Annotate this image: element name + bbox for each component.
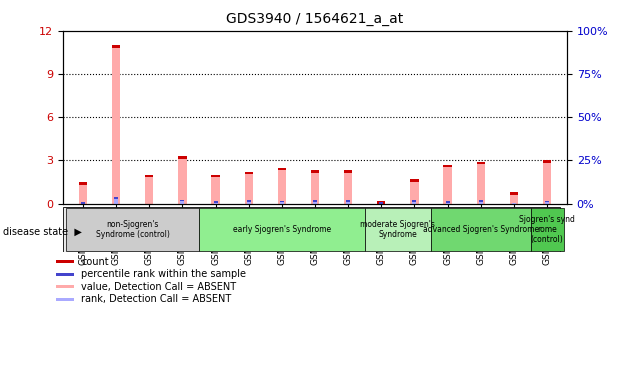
- Bar: [543, 161, 551, 163]
- Text: count: count: [81, 257, 109, 266]
- Bar: [413, 200, 416, 204]
- Bar: [431, 208, 530, 251]
- Bar: [377, 201, 386, 204]
- Bar: [510, 192, 518, 204]
- Text: rank, Detection Call = ABSENT: rank, Detection Call = ABSENT: [81, 294, 232, 304]
- Bar: [145, 175, 153, 204]
- Bar: [479, 200, 483, 204]
- Bar: [81, 202, 85, 204]
- Bar: [112, 45, 120, 48]
- Text: non-Sjogren's
Syndrome (control): non-Sjogren's Syndrome (control): [96, 220, 169, 239]
- Bar: [55, 285, 74, 288]
- Bar: [66, 208, 199, 251]
- Bar: [510, 192, 518, 195]
- Bar: [55, 273, 74, 276]
- Bar: [344, 170, 352, 173]
- Text: moderate Sjogren's
Syndrome: moderate Sjogren's Syndrome: [360, 220, 435, 239]
- Bar: [244, 172, 253, 174]
- Bar: [445, 201, 450, 203]
- Bar: [178, 156, 186, 204]
- Bar: [313, 200, 317, 202]
- Bar: [81, 202, 85, 204]
- Bar: [180, 200, 185, 202]
- Bar: [280, 201, 284, 202]
- Bar: [212, 175, 220, 177]
- Bar: [413, 200, 416, 202]
- Bar: [530, 208, 564, 251]
- Bar: [379, 202, 383, 204]
- Bar: [79, 182, 87, 185]
- Bar: [212, 175, 220, 204]
- Text: Sjogren's synd
rome
(control): Sjogren's synd rome (control): [519, 215, 575, 244]
- Bar: [278, 167, 286, 170]
- Bar: [313, 200, 317, 204]
- Bar: [214, 201, 217, 204]
- Bar: [214, 201, 217, 203]
- Bar: [479, 200, 483, 202]
- Bar: [79, 182, 87, 204]
- Bar: [55, 260, 74, 263]
- Bar: [311, 170, 319, 173]
- Bar: [55, 298, 74, 301]
- Text: value, Detection Call = ABSENT: value, Detection Call = ABSENT: [81, 281, 236, 291]
- Text: advanced Sjogren's Syndrome: advanced Sjogren's Syndrome: [423, 225, 539, 234]
- Bar: [346, 200, 350, 202]
- Bar: [512, 203, 516, 204]
- Bar: [365, 208, 431, 251]
- Bar: [247, 200, 251, 202]
- Text: percentile rank within the sample: percentile rank within the sample: [81, 269, 246, 279]
- Bar: [199, 208, 365, 251]
- Bar: [379, 202, 383, 204]
- Bar: [543, 161, 551, 204]
- Bar: [410, 179, 418, 182]
- Text: GDS3940 / 1564621_a_at: GDS3940 / 1564621_a_at: [226, 12, 404, 25]
- Bar: [444, 165, 452, 167]
- Text: disease state  ▶: disease state ▶: [3, 227, 82, 237]
- Bar: [112, 45, 120, 204]
- Bar: [477, 162, 485, 204]
- Bar: [114, 197, 118, 204]
- Bar: [545, 201, 549, 202]
- Bar: [545, 201, 549, 204]
- Bar: [280, 201, 284, 204]
- Bar: [278, 167, 286, 204]
- Bar: [244, 172, 253, 204]
- Bar: [311, 170, 319, 204]
- Bar: [178, 156, 186, 159]
- Bar: [346, 200, 350, 204]
- Bar: [344, 170, 352, 204]
- Bar: [410, 179, 418, 204]
- Bar: [444, 165, 452, 204]
- Text: early Sjogren's Syndrome: early Sjogren's Syndrome: [232, 225, 331, 234]
- Bar: [145, 175, 153, 177]
- Bar: [180, 200, 185, 204]
- Bar: [445, 201, 450, 204]
- Bar: [114, 197, 118, 199]
- Bar: [247, 200, 251, 204]
- Bar: [477, 162, 485, 164]
